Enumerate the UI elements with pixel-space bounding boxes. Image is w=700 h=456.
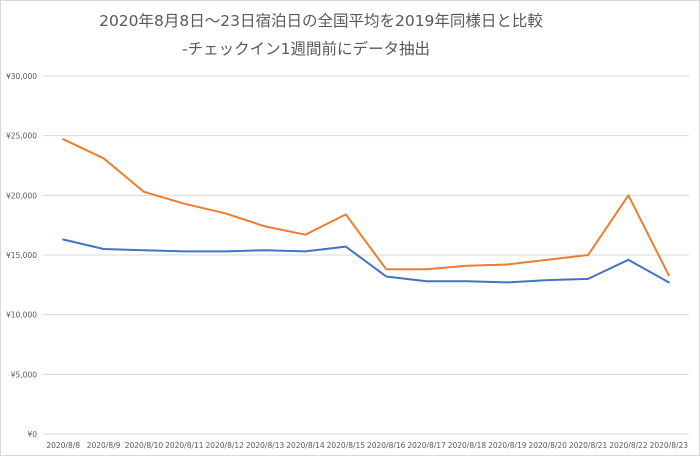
x-tick-label: 2020/8/12 — [205, 441, 244, 450]
chart-title-line2: -チェックイン1週間前にデータ抽出 — [182, 40, 430, 58]
series-line-1 — [62, 138, 670, 277]
x-tick-label: 2020/8/16 — [367, 441, 406, 450]
x-tick-label: 2020/8/17 — [407, 441, 446, 450]
x-tick-label: 2020/8/19 — [488, 441, 527, 450]
chart-title-line1: 2020年8月8日〜23日宿泊日の全国平均を2019年同様日と比較 — [99, 12, 543, 30]
x-tick-label: 2020/8/23 — [650, 441, 689, 450]
x-tick-label: 2020/8/10 — [125, 441, 164, 450]
x-tick-label: 2020/8/20 — [528, 441, 567, 450]
series-line-2 — [62, 238, 670, 284]
x-tick-label: 2020/8/9 — [87, 441, 121, 450]
y-tick-label: ¥20,000 — [6, 191, 37, 200]
y-tick-label: ¥10,000 — [6, 311, 37, 320]
x-tick-label: 2020/8/18 — [448, 441, 487, 450]
x-tick-label: 2020/8/13 — [246, 441, 285, 450]
x-tick-label: 2020/8/15 — [327, 441, 366, 450]
x-tick-label: 2020/8/8 — [46, 441, 80, 450]
y-tick-label: ¥30,000 — [6, 72, 37, 81]
y-tick-label: ¥5,000 — [11, 370, 37, 379]
y-tick-label: ¥0 — [27, 430, 37, 439]
y-tick-label: ¥25,000 — [6, 132, 37, 141]
y-tick-label: ¥15,000 — [6, 251, 37, 260]
x-tick-label: 2020/8/11 — [165, 441, 204, 450]
x-tick-label: 2020/8/14 — [286, 441, 325, 450]
x-tick-label: 2020/8/22 — [609, 441, 648, 450]
x-tick-label: 2020/8/21 — [569, 441, 608, 450]
